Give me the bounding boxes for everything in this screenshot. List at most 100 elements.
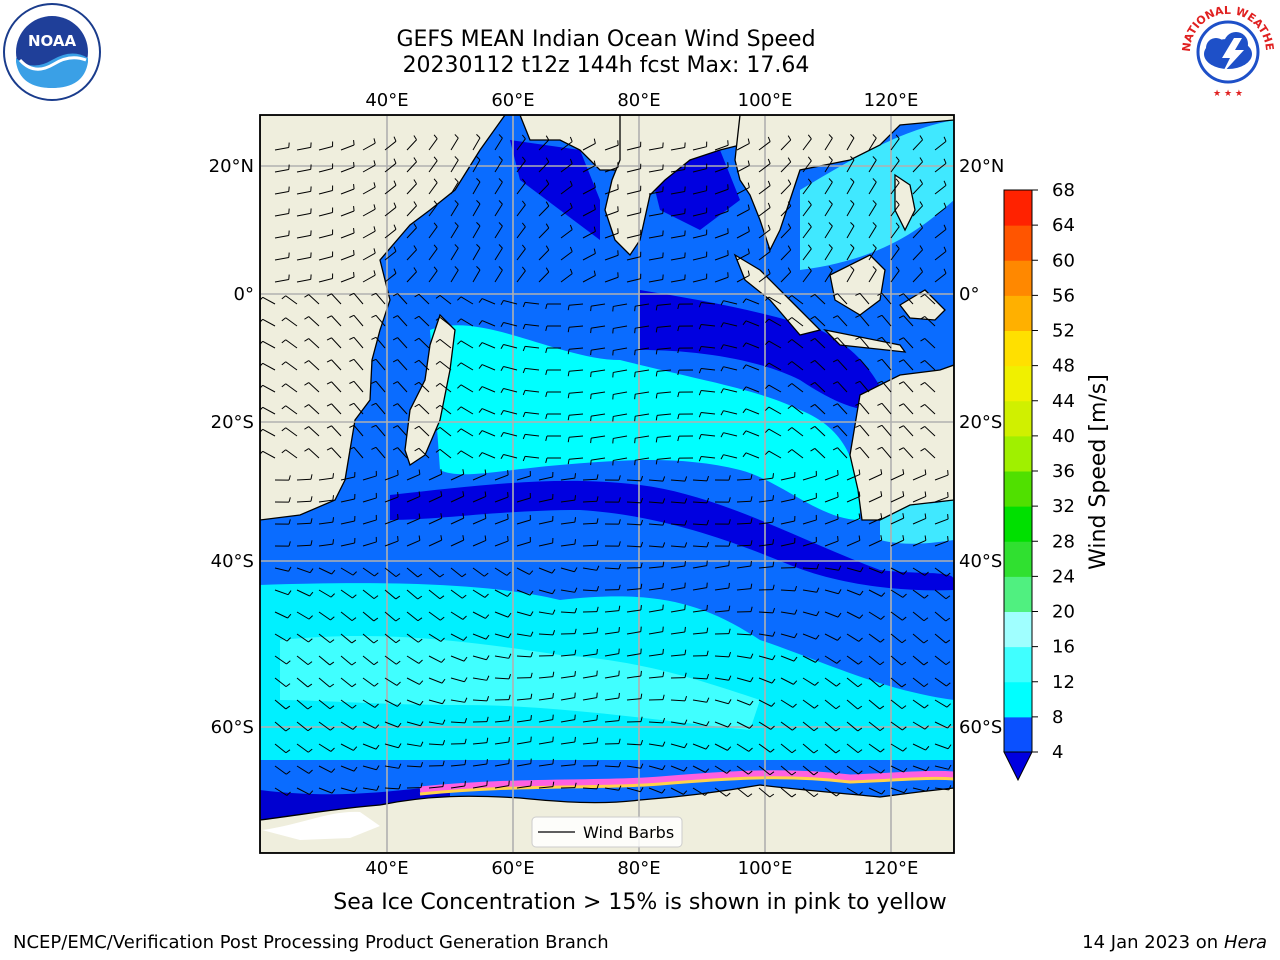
- wind-barb: [296, 633, 309, 643]
- wind-barb: [560, 567, 575, 573]
- wind-barb-flag: [476, 177, 481, 183]
- wind-barb: [714, 787, 727, 797]
- wind-barb: [274, 213, 289, 217]
- wind-barb: [296, 787, 310, 795]
- wind-barb-flag: [898, 337, 904, 341]
- wind-barb: [701, 368, 716, 371]
- wind-barb: [802, 699, 815, 709]
- wind-barb-flag: [767, 158, 771, 164]
- wind-barb: [903, 447, 914, 459]
- wind-barb-flag: [413, 157, 417, 163]
- wind-barb-flag: [522, 456, 526, 462]
- wind-barb: [582, 719, 597, 723]
- wind-barb: [934, 518, 949, 525]
- wind-barb: [723, 366, 738, 371]
- wind-barb-flag: [530, 631, 534, 637]
- wind-barb: [802, 204, 812, 217]
- wind-barb-flag: [706, 541, 710, 547]
- wind-barb: [692, 587, 707, 591]
- wind-barb: [736, 655, 751, 659]
- wind-barb-flag: [832, 403, 838, 407]
- wind-barb-flag: [352, 704, 357, 709]
- wind-barb-flag: [640, 763, 644, 769]
- wind-barb-flag: [750, 606, 753, 612]
- wind-barb: [780, 161, 792, 173]
- wind-barb-flag: [810, 425, 816, 430]
- wind-barb: [604, 232, 619, 239]
- colorbar-segment: [1004, 330, 1032, 367]
- wind-barb: [604, 144, 619, 151]
- wind-barb: [428, 633, 442, 642]
- wind-barb: [538, 139, 550, 151]
- wind-barb: [406, 633, 419, 643]
- wind-barb: [657, 303, 672, 306]
- wind-barb-flag: [353, 139, 355, 146]
- wind-barb-flag: [855, 358, 861, 362]
- wind-barb-flag: [371, 380, 377, 384]
- wind-barb: [516, 475, 531, 481]
- wind-barb: [472, 495, 487, 503]
- wind-barb-flag: [569, 136, 573, 142]
- wind-barb-flag: [590, 438, 592, 444]
- wind-barb-flag: [418, 513, 421, 519]
- wind-barb: [859, 358, 870, 371]
- wind-barb-flag: [857, 705, 863, 710]
- wind-barb: [582, 787, 598, 790]
- wind-barb-flag: [395, 595, 401, 600]
- wind-barb-flag: [858, 513, 861, 519]
- wind-barb-flag: [464, 759, 467, 765]
- wind-barb-flag: [596, 586, 600, 592]
- wind-barb-flag: [946, 703, 951, 708]
- wind-barb: [723, 300, 738, 305]
- wind-barb-flag: [442, 719, 446, 725]
- wind-barb: [538, 786, 553, 789]
- wind-barb-flag: [461, 573, 467, 578]
- wind-barb: [924, 294, 936, 305]
- wind-barb-flag: [880, 469, 883, 475]
- wind-barb: [375, 380, 386, 393]
- wind-barb-flag: [772, 517, 775, 523]
- wind-barb: [890, 138, 900, 151]
- wind-barb-flag: [508, 653, 512, 659]
- wind-barb: [384, 206, 397, 217]
- wind-barb-flag: [706, 650, 709, 656]
- wind-barb: [824, 655, 838, 664]
- wind-barb: [890, 539, 904, 547]
- wind-barb: [604, 787, 619, 791]
- wind-barb: [846, 495, 861, 503]
- wind-barb: [780, 205, 792, 217]
- wind-barb-flag: [574, 495, 577, 501]
- wind-barb: [613, 457, 628, 461]
- wind-barb-flag: [309, 790, 314, 795]
- wind-barb-flag: [498, 200, 503, 205]
- colorbar-segment: [1004, 225, 1032, 261]
- wind-barb-flag: [880, 638, 885, 643]
- wind-barb-flag: [353, 249, 355, 256]
- wind-barb-flag: [881, 592, 886, 597]
- wind-barb: [296, 146, 311, 151]
- wind-barb: [516, 567, 530, 575]
- wind-barb: [692, 479, 708, 482]
- wind-barb: [670, 699, 686, 702]
- wind-barb: [802, 743, 815, 754]
- wind-barb-flag: [787, 405, 793, 409]
- wind-barb: [912, 139, 923, 151]
- wind-barb-flag: [413, 135, 417, 141]
- wind-barb-flag: [879, 705, 885, 710]
- wind-barb: [824, 181, 833, 195]
- wind-barb: [714, 721, 729, 728]
- wind-barb: [285, 383, 298, 393]
- wind-barb: [560, 611, 576, 614]
- wind-barb: [701, 324, 716, 327]
- wind-barb-flag: [349, 424, 355, 428]
- wind-barb: [934, 743, 949, 750]
- wind-barb: [635, 303, 650, 307]
- wind-barb: [318, 589, 332, 598]
- wind-barb-flag: [486, 655, 490, 661]
- wind-barb: [802, 138, 812, 151]
- wind-barb: [780, 743, 793, 754]
- wind-barb-flag: [898, 425, 904, 429]
- wind-barb-flag: [288, 497, 291, 503]
- wind-barb: [934, 250, 947, 261]
- wind-barb: [450, 764, 465, 767]
